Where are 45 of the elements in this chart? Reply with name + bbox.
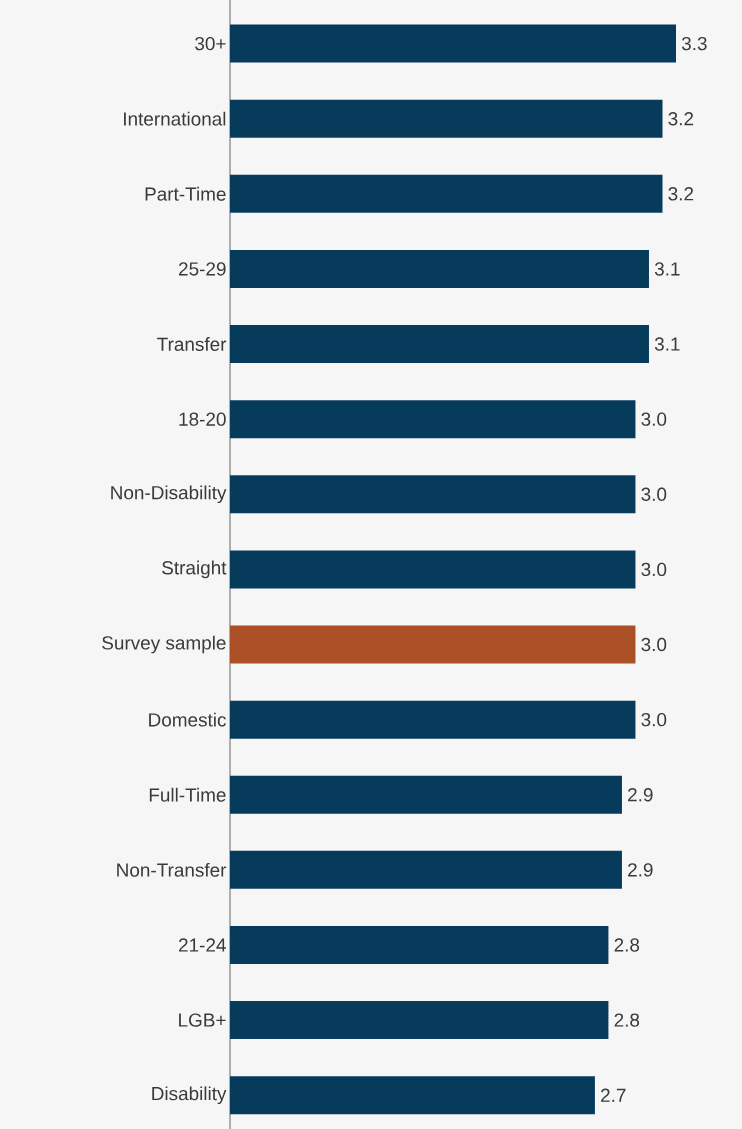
data-label: 3.0 bbox=[641, 637, 667, 652]
data-label: 2.9 bbox=[628, 788, 653, 802]
data-label: 2.9 bbox=[628, 863, 653, 877]
data-label: 2.8 bbox=[614, 1013, 640, 1027]
data-label: 2.8 bbox=[614, 938, 640, 952]
bar bbox=[230, 24, 676, 63]
data-label: 3.0 bbox=[641, 712, 667, 727]
bar bbox=[230, 325, 649, 364]
y-tick-label: Straight bbox=[162, 560, 227, 579]
data-label: 3.0 bbox=[641, 487, 667, 501]
bar bbox=[230, 174, 663, 213]
data-label: 3.0 bbox=[641, 562, 667, 577]
y-tick-label: International bbox=[124, 111, 226, 126]
y-tick-label: 18-20 bbox=[179, 412, 226, 426]
y-tick-label: Non-Disability bbox=[111, 485, 227, 504]
data-label: 2.7 bbox=[601, 1088, 626, 1102]
y-tick-label: 21-24 bbox=[179, 938, 226, 952]
y-tick-label: Non-Transfer bbox=[117, 862, 227, 877]
bar bbox=[230, 475, 636, 514]
bar bbox=[230, 625, 636, 664]
y-tick-label: Disability bbox=[152, 1086, 227, 1105]
bar bbox=[230, 400, 636, 439]
y-tick-label: Domestic bbox=[149, 712, 226, 727]
data-label: 3.2 bbox=[668, 187, 694, 201]
bar bbox=[230, 850, 622, 889]
data-label: 3.1 bbox=[654, 337, 680, 351]
data-label: 3.1 bbox=[654, 262, 680, 276]
y-tick-label: 30+ bbox=[195, 36, 226, 51]
bar bbox=[230, 249, 649, 288]
bar bbox=[230, 700, 636, 739]
bar bbox=[230, 550, 636, 589]
y-tick-label: 25-29 bbox=[179, 262, 226, 276]
data-label: 3.0 bbox=[641, 412, 667, 426]
data-label: 3.3 bbox=[681, 36, 707, 51]
y-tick-label: LGB+ bbox=[179, 1013, 226, 1027]
bar bbox=[230, 1076, 595, 1115]
y-tick-label: Survey sample bbox=[102, 635, 226, 654]
bar bbox=[230, 1001, 609, 1040]
y-tick-label: Transfer bbox=[157, 337, 227, 351]
y-tick-label: Full-Time bbox=[149, 787, 226, 802]
data-label: 3.2 bbox=[668, 112, 694, 126]
bar bbox=[230, 925, 609, 964]
bar bbox=[230, 99, 663, 138]
bar bbox=[230, 775, 622, 814]
y-tick-label: Part-Time bbox=[145, 186, 226, 201]
